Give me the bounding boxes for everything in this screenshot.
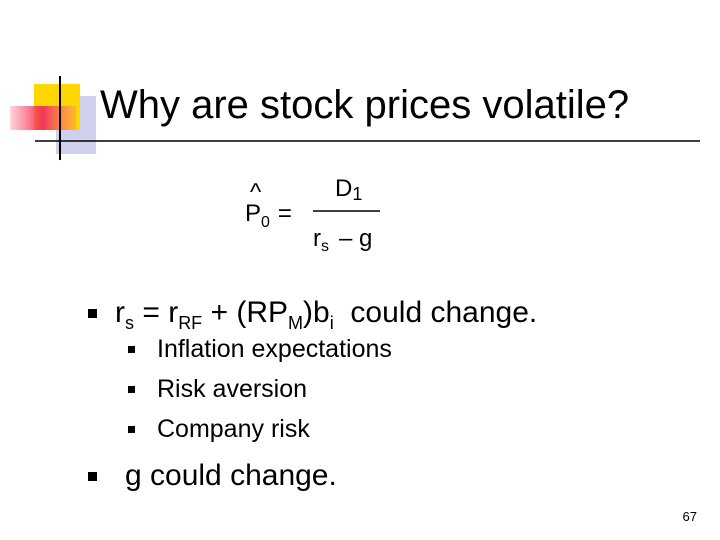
hat: ^ [250, 179, 262, 206]
page-number: 67 [683, 509, 697, 524]
decoration [10, 76, 700, 160]
sub-bullet-marker [128, 346, 135, 353]
bullet-text: g could change. [125, 459, 337, 492]
bullet-marker [88, 309, 97, 318]
sub-bullet-text: Risk aversion [157, 375, 307, 403]
subscript: s [125, 313, 134, 333]
bullet-list: rs = rRF + (RPM)bi could change.Inflatio… [88, 296, 537, 492]
sub-bullet-marker [128, 386, 135, 393]
subscript: M [288, 313, 303, 333]
numerator-letter: D [335, 175, 352, 202]
text-run: )b [303, 296, 330, 329]
text-run: = r [134, 296, 178, 329]
red-bar [10, 106, 76, 130]
sub-bullet-text: Inflation expectations [157, 335, 392, 363]
lhs-letter: P [245, 200, 261, 227]
sub-bullet-text: Company risk [157, 415, 310, 443]
subscript: RF [178, 313, 202, 333]
numerator: D1 [335, 175, 362, 204]
equals: = [278, 200, 292, 227]
text-run: could change. [334, 296, 537, 329]
sub-bullet-marker [128, 426, 135, 433]
subscript: i [330, 313, 334, 333]
formula: ^ P0 = D1 rs – g [245, 175, 380, 255]
denominator: rs – g [313, 225, 372, 255]
text-run: r [115, 296, 125, 329]
slide-title: Why are stock prices volatile? [100, 83, 629, 127]
lhs-sub: 0 [261, 214, 270, 231]
bullet-text: rs = rRF + (RPM)bi could change. [115, 296, 537, 333]
denominator-rest: – g [339, 225, 372, 252]
lhs: P0 = [245, 200, 292, 231]
denominator-sub: s [321, 238, 329, 255]
numerator-sub: 1 [352, 184, 362, 204]
bullet-marker [88, 472, 97, 481]
text-run: + (RP [202, 296, 288, 329]
text-run: g could change. [125, 459, 337, 492]
denominator-letter: r [313, 225, 321, 252]
